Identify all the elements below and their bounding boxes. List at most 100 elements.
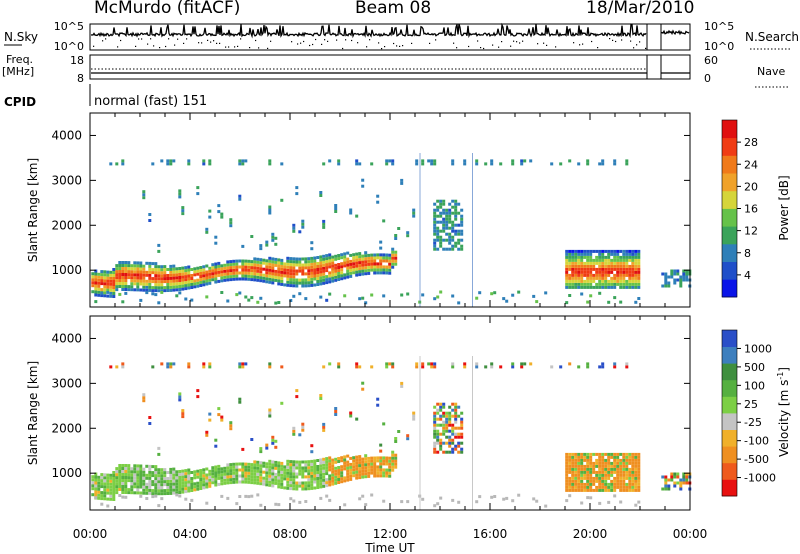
power-cell [283,271,287,275]
velocity-cell [160,492,164,496]
velocity-cell [310,468,314,472]
velocity-cell [337,472,341,475]
power-ytick-label: 2000 [51,218,82,232]
power-cell [130,276,134,280]
velocity-cell [337,365,341,369]
velocity-cell [103,488,107,492]
power-cell [289,275,293,279]
power-cell [112,280,116,283]
power-cell [385,259,389,263]
power-cell [109,285,113,289]
velocity-cell [361,472,365,476]
velocity-cell [199,472,203,475]
velocity-cell [223,478,227,482]
power-cell [631,282,635,286]
power-cell [271,263,275,267]
power-cell [325,281,329,285]
power-cell [97,281,101,285]
power-cell [361,254,365,258]
velocity-cell [277,503,281,507]
velocity-cell [433,423,437,427]
power-cell [601,162,605,166]
velocity-cell [598,452,602,456]
power-cell [175,276,179,280]
velocity-cell [520,362,524,366]
velocity-cell [307,478,311,482]
velocity-cell [631,458,635,462]
power-cell [670,272,674,276]
velocity-cell [430,362,434,366]
velocity-cell [310,462,314,466]
velocity-cell [301,472,305,476]
power-colorbar-label: Power [dB] [777,175,791,240]
power-cell [124,273,128,276]
power-cell [253,278,257,282]
velocity-cell [244,480,248,484]
velocity-cell [238,468,242,472]
velocity-cell [436,423,440,427]
power-cell [571,261,575,265]
power-cell [91,284,95,288]
power-cell [598,279,602,283]
power-cell [310,259,314,263]
power-colorbar-swatch [722,137,737,156]
power-cell [421,293,425,297]
power-cell [673,278,677,282]
cpid-label: CPID [4,95,37,109]
nsearch-point [369,39,371,41]
power-colorbar-tick-label: 4 [744,269,751,282]
velocity-cell [268,414,272,418]
power-cell [349,271,353,275]
power-cell [388,262,392,266]
power-cell [196,278,200,282]
velocity-cell [439,432,443,436]
power-cell [433,244,437,248]
power-cell [319,191,323,194]
velocity-cell [619,482,623,486]
power-cell [313,265,317,269]
power-cell [343,294,347,298]
velocity-cell [373,465,377,469]
velocity-cell [196,389,200,393]
velocity-cell [598,458,602,462]
power-cell [586,270,590,274]
power-cell [247,298,251,302]
velocity-cell [139,491,143,495]
velocity-cell [97,484,101,488]
power-cell [370,162,374,166]
velocity-cell [181,487,185,491]
velocity-cell [184,490,188,494]
power-cell [334,275,338,279]
velocity-cell [136,473,140,477]
power-cell [523,159,527,163]
power-cell [355,255,359,259]
power-cell [337,275,341,278]
power-cell [328,259,332,263]
velocity-cell [613,461,617,465]
power-cell [613,258,617,262]
power-cell [148,288,152,292]
power-cell [139,282,143,286]
velocity-colorbar-swatch [722,379,737,397]
velocity-cell [238,480,242,484]
velocity-cell [622,485,626,489]
power-cell [148,279,152,283]
velocity-cell [622,473,626,477]
velocity-cell [628,482,632,486]
power-cell [100,291,104,295]
power-cell [334,263,338,267]
nsearch-point [198,42,200,44]
power-cell [121,285,125,288]
power-cell [445,211,449,215]
velocity-cell [310,465,314,469]
power-cell [574,258,578,262]
power-cell [631,255,635,259]
velocity-cell [439,441,443,445]
velocity-cell [286,468,290,472]
power-cell [385,268,389,272]
power-cell [265,262,269,266]
nsearch-point [141,38,143,40]
power-cell [340,268,344,272]
nsearch-point [168,38,170,40]
velocity-cell [613,365,617,369]
